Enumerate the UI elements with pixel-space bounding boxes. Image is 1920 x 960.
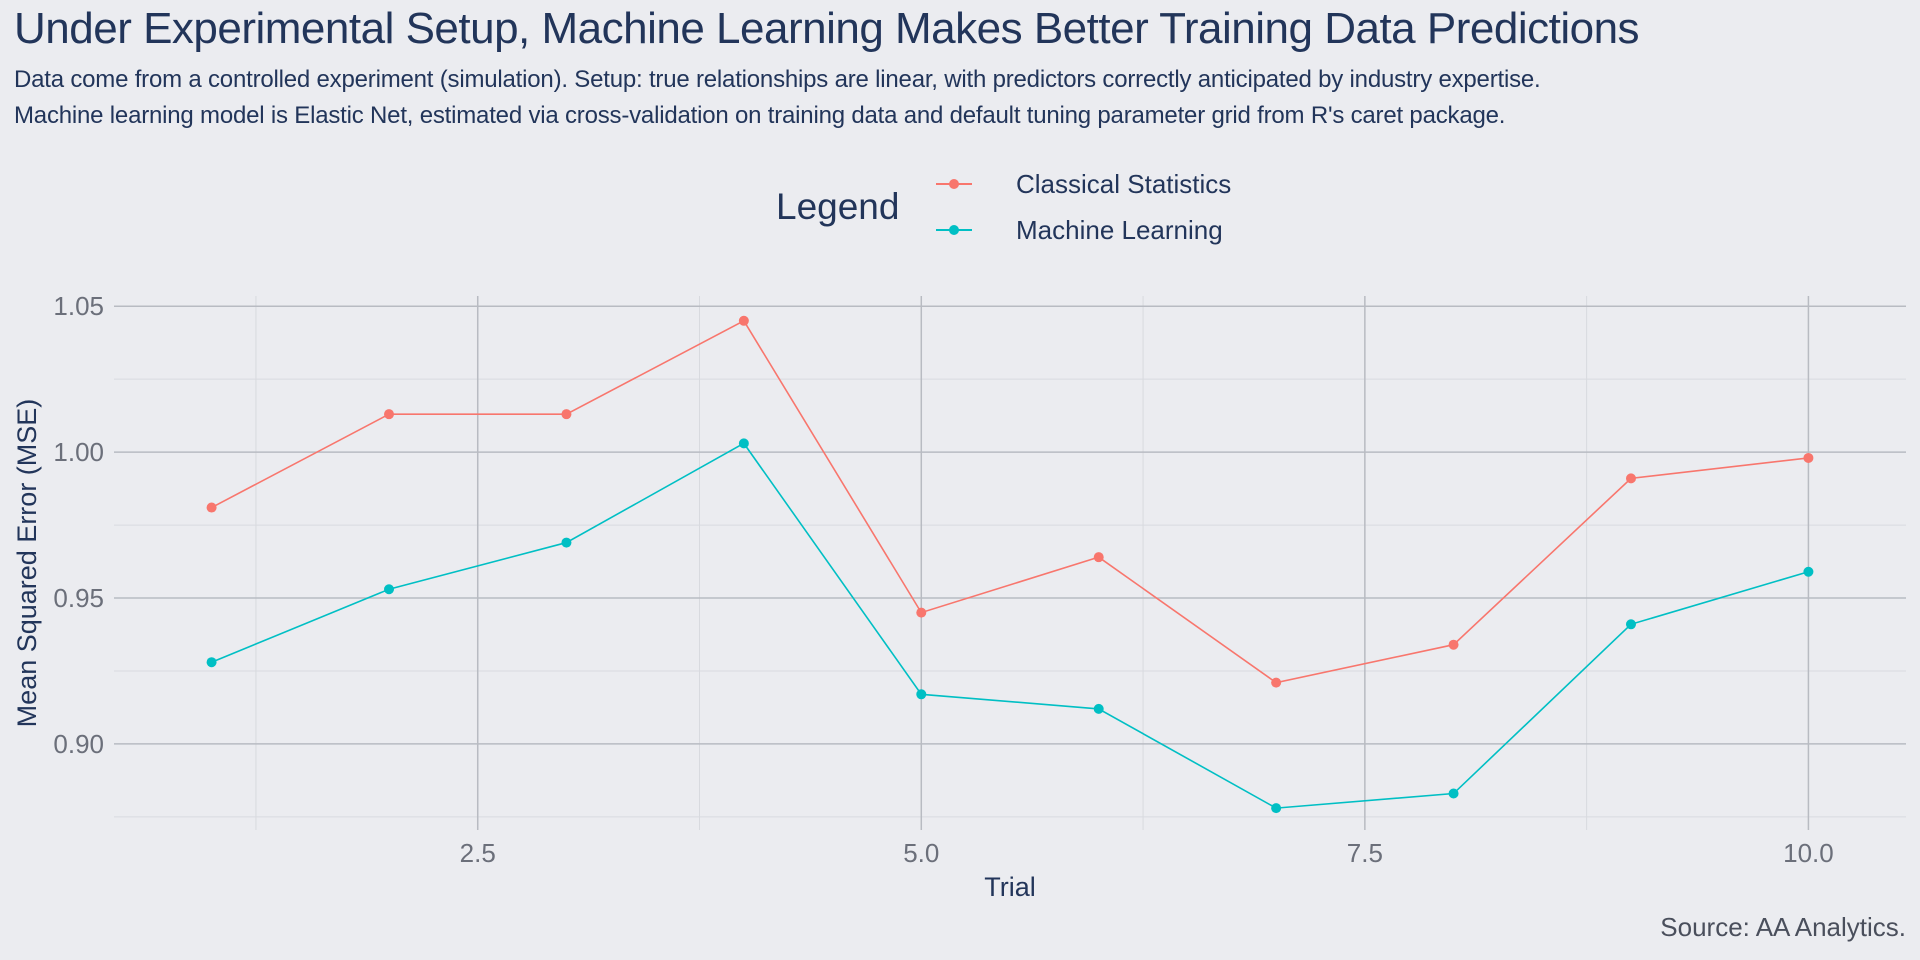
data-point-classical-statistics bbox=[916, 607, 927, 618]
y-axis-title: Mean Squared Error (MSE) bbox=[12, 399, 42, 728]
y-tick-label: 1.05 bbox=[53, 291, 104, 321]
x-tick-label: 10.0 bbox=[1783, 838, 1834, 868]
legend-label: Classical Statistics bbox=[1016, 168, 1232, 199]
legend-label: Machine Learning bbox=[1016, 214, 1223, 245]
x-axis-title: Trial bbox=[984, 872, 1036, 902]
legend-key-dot bbox=[949, 225, 959, 235]
x-tick-label: 7.5 bbox=[1347, 838, 1383, 868]
data-point-classical-statistics bbox=[1803, 452, 1814, 463]
x-tick-label: 2.5 bbox=[460, 838, 496, 868]
chart-subtitle-line-2: Machine learning model is Elastic Net, e… bbox=[14, 102, 1506, 129]
data-point-classical-statistics bbox=[1093, 552, 1104, 563]
data-point-classical-statistics bbox=[1625, 473, 1636, 484]
data-point-machine-learning bbox=[206, 657, 217, 668]
data-point-classical-statistics bbox=[1271, 677, 1282, 688]
series-line-classical-statistics bbox=[211, 319, 1809, 684]
data-point-machine-learning bbox=[561, 537, 572, 548]
series-line-machine-learning bbox=[211, 442, 1809, 809]
y-tick-label: 1.00 bbox=[53, 437, 104, 467]
data-point-classical-statistics bbox=[738, 315, 749, 326]
chart-caption: Source: AA Analytics. bbox=[1660, 912, 1906, 942]
legend-key-icon bbox=[934, 210, 974, 250]
x-tick-label: 5.0 bbox=[903, 838, 939, 868]
legend-key-icon bbox=[934, 164, 974, 204]
y-tick-label: 0.95 bbox=[53, 583, 104, 613]
data-point-classical-statistics bbox=[206, 502, 217, 513]
data-point-classical-statistics bbox=[1448, 639, 1459, 650]
data-point-classical-statistics bbox=[384, 409, 395, 420]
chart-title: Under Experimental Setup, Machine Learni… bbox=[14, 4, 1640, 53]
data-point-machine-learning bbox=[1271, 803, 1282, 814]
data-point-machine-learning bbox=[1448, 788, 1459, 799]
legend-key-dot bbox=[949, 179, 959, 189]
data-point-machine-learning bbox=[916, 689, 927, 700]
y-tick-label: 0.90 bbox=[53, 729, 104, 759]
data-point-machine-learning bbox=[384, 584, 395, 595]
legend-item-machine-learning: Machine Learning bbox=[934, 210, 1223, 250]
data-point-machine-learning bbox=[1803, 566, 1814, 577]
legend-item-classical-statistics: Classical Statistics bbox=[934, 164, 1231, 204]
data-point-machine-learning bbox=[1093, 703, 1104, 714]
chart-subtitle-line-1: Data come from a controlled experiment (… bbox=[14, 66, 1541, 93]
legend-title: Legend bbox=[776, 186, 900, 227]
data-point-machine-learning bbox=[738, 438, 749, 449]
data-point-machine-learning bbox=[1625, 619, 1636, 630]
data-point-classical-statistics bbox=[561, 409, 572, 420]
